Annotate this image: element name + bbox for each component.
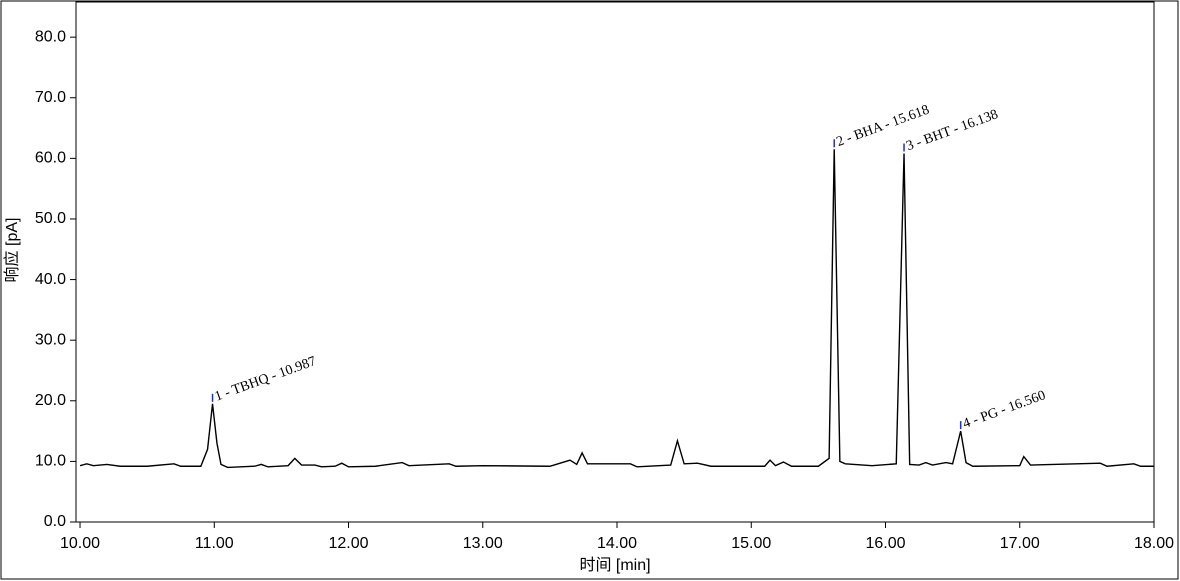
y-axis-label: 响应 [pA] [2,218,21,283]
y-tick-label: 0.0 [44,513,66,530]
y-tick-label: 60.0 [35,150,66,167]
x-tick-label: 13.00 [463,535,503,552]
y-tick-label: 70.0 [35,89,66,106]
y-tick-label: 10.0 [35,453,66,470]
y-tick-label: 80.0 [35,28,66,45]
peak-label: 4 - PG - 16.560 [961,388,1048,432]
y-tick-label: 20.0 [35,392,66,409]
y-tick-label: 30.0 [35,331,66,348]
x-tick-label: 10.00 [60,535,100,552]
x-tick-label: 11.00 [195,535,234,552]
x-axis-label: 时间 [min] [579,556,650,574]
x-tick-label: 14.00 [597,535,637,552]
x-tick-label: 16.00 [865,535,905,552]
x-tick-label: 17.00 [1000,535,1040,552]
y-tick-label: 50.0 [35,210,66,227]
x-tick-label: 12.00 [328,535,368,552]
plot-frame [75,1,1155,523]
x-tick-label: 15.00 [731,535,771,552]
x-tick-label: 18.00 [1134,535,1174,552]
y-tick-label: 40.0 [35,271,66,288]
peak-label: 1 - TBHQ - 10.987 [213,354,318,405]
trace-line [79,149,1154,469]
